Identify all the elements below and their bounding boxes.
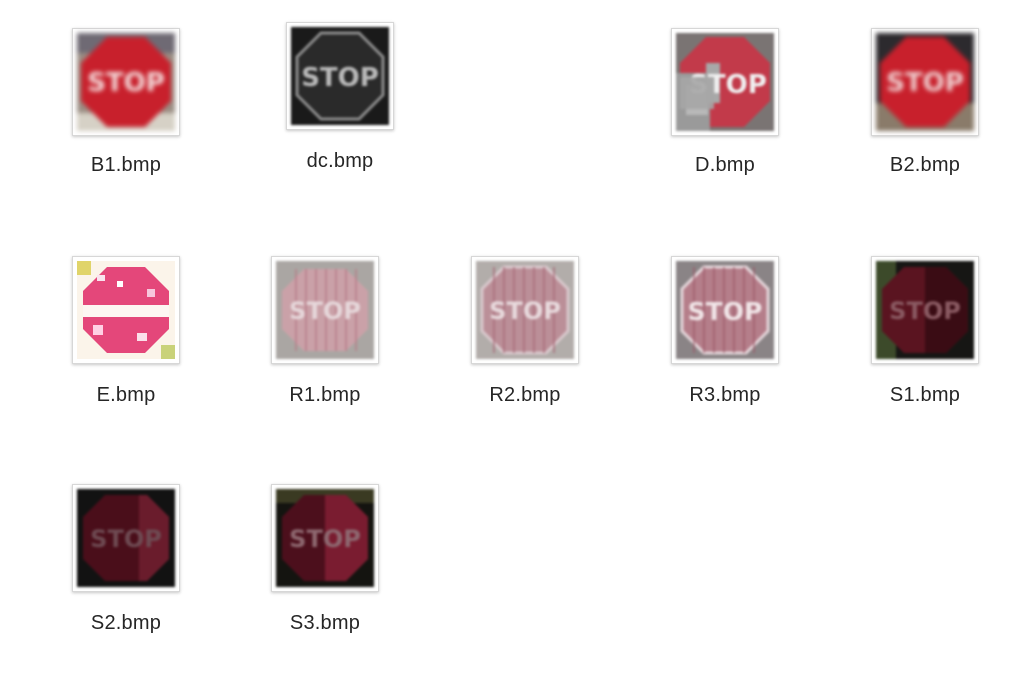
file-item-s3[interactable]: STOP S3.bmp bbox=[255, 484, 395, 654]
svg-text:STOP: STOP bbox=[289, 525, 361, 553]
file-item-dc[interactable]: STOP dc.bmp bbox=[270, 22, 410, 192]
stop-sign-thumbnail-icon bbox=[72, 256, 180, 364]
stop-sign-thumbnail-icon: STOP bbox=[671, 256, 779, 364]
file-name-label: B1.bmp bbox=[90, 154, 162, 176]
file-item-r3[interactable]: STOP R3.bmp bbox=[655, 256, 795, 426]
file-item-r2[interactable]: STOP R2.bmp bbox=[455, 256, 595, 426]
svg-text:STOP: STOP bbox=[301, 63, 379, 93]
file-name-label: R3.bmp bbox=[689, 384, 761, 406]
file-name-label: D.bmp bbox=[695, 154, 755, 176]
file-item-b1[interactable]: STOP B1.bmp bbox=[56, 28, 196, 198]
stop-sign-thumbnail-icon: STOP bbox=[72, 484, 180, 592]
svg-text:STOP: STOP bbox=[688, 297, 763, 326]
file-item-b2[interactable]: STOP B2.bmp bbox=[855, 28, 995, 198]
svg-text:STOP: STOP bbox=[87, 68, 165, 98]
file-name-label: R2.bmp bbox=[489, 384, 561, 406]
stop-sign-thumbnail-icon: STOP bbox=[271, 256, 379, 364]
file-name-label: E.bmp bbox=[96, 384, 156, 406]
file-name-label: dc.bmp bbox=[306, 150, 374, 172]
stop-sign-thumbnail-icon: STOP bbox=[671, 28, 779, 136]
file-item-r1[interactable]: STOP R1.bmp bbox=[255, 256, 395, 426]
stop-sign-thumbnail-icon: STOP bbox=[871, 28, 979, 136]
stop-sign-thumbnail-icon: STOP bbox=[871, 256, 979, 364]
svg-text:STOP: STOP bbox=[289, 297, 361, 325]
stop-sign-thumbnail-icon: STOP bbox=[286, 22, 394, 130]
file-name-label: S1.bmp bbox=[889, 384, 961, 406]
file-name-label: R1.bmp bbox=[289, 384, 361, 406]
svg-text:STOP: STOP bbox=[489, 297, 561, 325]
svg-text:STOP: STOP bbox=[886, 68, 964, 98]
stop-sign-thumbnail-icon: STOP bbox=[271, 484, 379, 592]
file-item-e[interactable]: E.bmp bbox=[56, 256, 196, 426]
svg-text:STOP: STOP bbox=[889, 297, 961, 325]
stop-sign-thumbnail-icon: STOP bbox=[72, 28, 180, 136]
file-name-label: S2.bmp bbox=[90, 612, 162, 634]
file-item-s2[interactable]: STOP S2.bmp bbox=[56, 484, 196, 654]
stop-sign-thumbnail-icon: STOP bbox=[471, 256, 579, 364]
svg-text:STOP: STOP bbox=[90, 525, 162, 553]
file-name-label: S3.bmp bbox=[289, 612, 361, 634]
file-name-label: B2.bmp bbox=[889, 154, 961, 176]
file-item-d[interactable]: STOP D.bmp bbox=[655, 28, 795, 198]
file-item-s1[interactable]: STOP S1.bmp bbox=[855, 256, 995, 426]
